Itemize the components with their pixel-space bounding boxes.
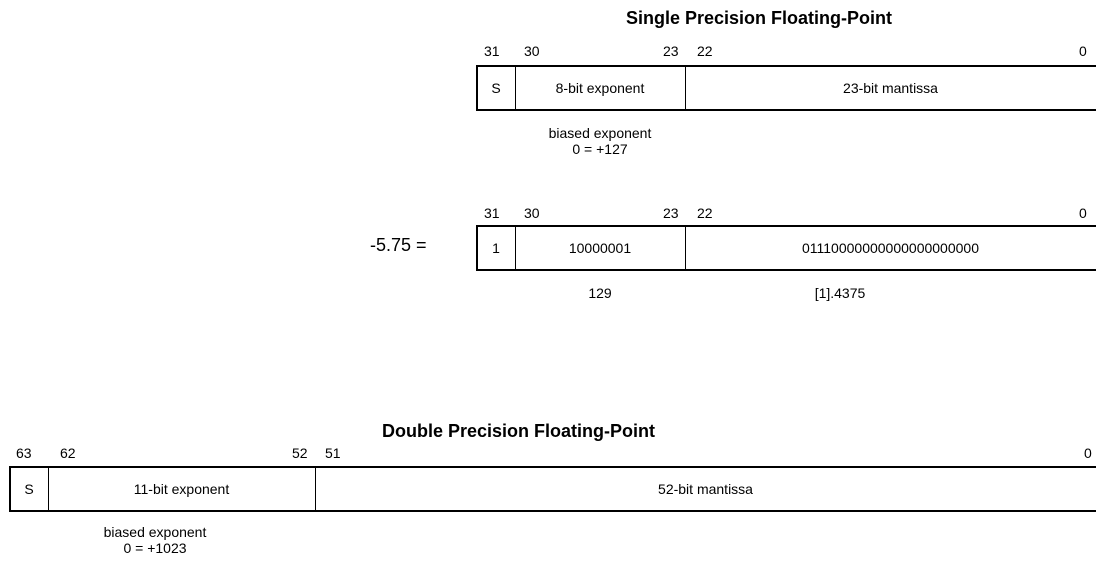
double-note-line1: biased exponent — [103, 524, 207, 540]
example-bit-22: 22 — [697, 205, 713, 221]
double-bit-63: 63 — [16, 445, 32, 461]
single-note-line1: biased exponent — [548, 125, 652, 141]
example-value-label: -5.75 = — [370, 235, 427, 255]
example-bit-30: 30 — [524, 205, 540, 221]
single-exponent-field: 8-bit exponent — [555, 80, 645, 96]
example-bit-31: 31 — [484, 205, 500, 221]
example-register: 1 10000001 01110000000000000000000 — [476, 225, 1096, 271]
single-bit-22: 22 — [697, 43, 713, 59]
double-bit-51: 51 — [325, 445, 341, 461]
example-sign-bit: 1 — [492, 240, 500, 256]
example-mantissa-decimal: [1].4375 — [814, 285, 866, 301]
example-mantissa-bits: 01110000000000000000000 — [801, 240, 979, 256]
double-exponent-note: biased exponent 0 = +1023 — [70, 524, 240, 556]
single-left-edge — [476, 65, 478, 111]
single-note-line2: 0 = +127 — [572, 141, 628, 157]
single-precision-title: Single Precision Floating-Point — [626, 8, 893, 28]
double-sign-field: S — [24, 481, 34, 497]
example-exponent-decimal: 129 — [588, 285, 612, 301]
single-bit-23: 23 — [663, 43, 679, 59]
double-format-register: S 11-bit exponent 52-bit mantissa — [9, 466, 1096, 512]
single-exponent-note: biased exponent 0 = +127 — [515, 125, 685, 157]
example-exponent-bits: 10000001 — [568, 240, 632, 256]
double-bit-52: 52 — [292, 445, 308, 461]
example-bit-23: 23 — [663, 205, 679, 221]
single-bit-30: 30 — [524, 43, 540, 59]
double-left-edge — [9, 466, 11, 512]
double-precision-title: Double Precision Floating-Point — [382, 421, 656, 441]
example-bit-0: 0 — [1079, 205, 1087, 221]
double-exponent-field: 11-bit exponent — [133, 481, 230, 497]
double-bit-62: 62 — [60, 445, 76, 461]
double-sign-divider — [48, 466, 49, 512]
single-sign-field: S — [491, 80, 501, 96]
single-format-register: S 8-bit exponent 23-bit mantissa — [476, 65, 1096, 111]
example-exponent-divider — [685, 225, 686, 271]
double-mantissa-field: 52-bit mantissa — [658, 481, 753, 497]
double-exponent-divider — [315, 466, 316, 512]
single-exponent-divider — [685, 65, 686, 111]
single-bit-0: 0 — [1079, 43, 1087, 59]
single-sign-divider — [515, 65, 516, 111]
double-bit-0: 0 — [1084, 445, 1092, 461]
example-sign-divider — [515, 225, 516, 271]
single-mantissa-field: 23-bit mantissa — [843, 80, 938, 96]
single-bit-31: 31 — [484, 43, 500, 59]
example-left-edge — [476, 225, 478, 271]
double-note-line2: 0 = +1023 — [123, 540, 187, 556]
